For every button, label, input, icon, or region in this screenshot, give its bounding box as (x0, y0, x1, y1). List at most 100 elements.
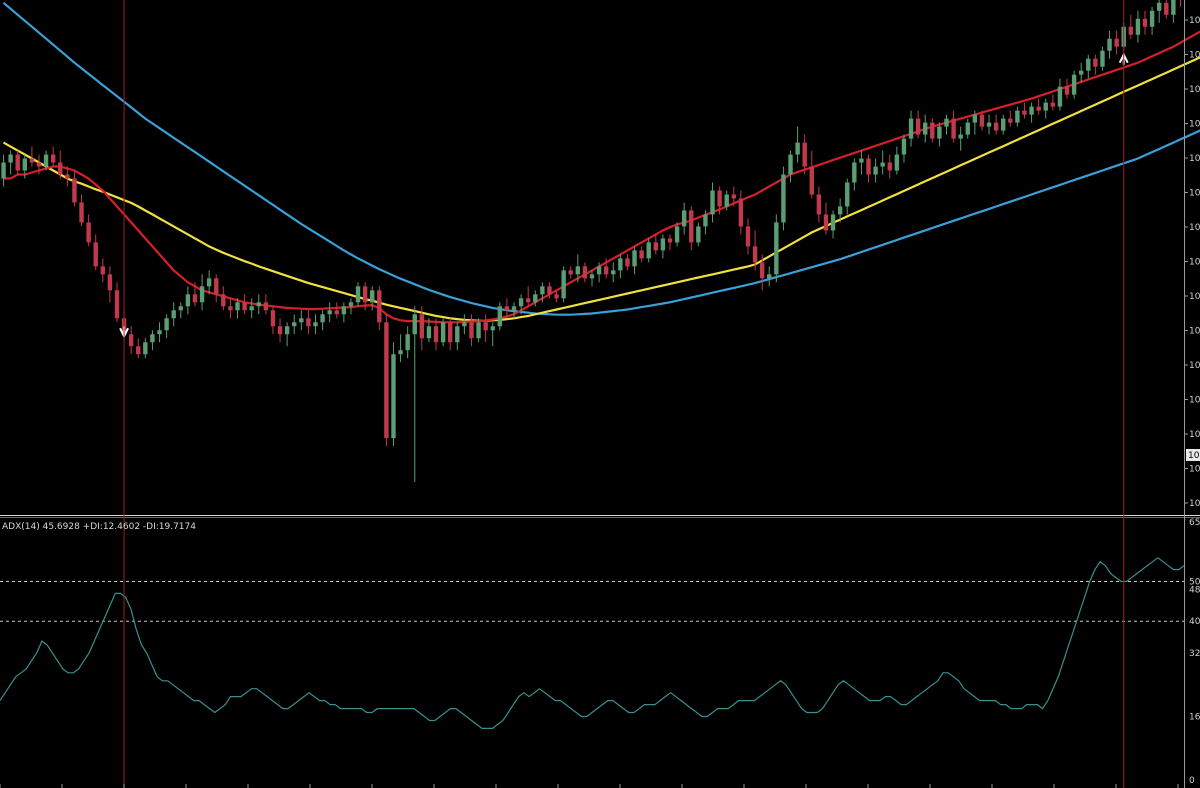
candle-body (646, 242, 651, 259)
candle-body (334, 310, 339, 315)
candle-body (221, 294, 226, 307)
candle-body (951, 118, 956, 139)
candle (1043, 98, 1048, 119)
candle (1078, 62, 1084, 83)
candle (79, 194, 84, 227)
candle-body (1036, 106, 1041, 111)
candle (164, 314, 169, 339)
candle (731, 186, 736, 207)
candle (497, 302, 503, 331)
indicator-tick-label: 48 (1189, 585, 1200, 595)
candle-body (1043, 102, 1048, 111)
price-tick-label: 10 (1189, 154, 1200, 164)
candle-body (738, 198, 744, 227)
candle (554, 290, 559, 303)
candle (8, 150, 13, 175)
candle-body (58, 162, 63, 175)
candle-body (618, 258, 623, 271)
candle (86, 214, 91, 247)
candle (185, 286, 191, 315)
candle-body (362, 286, 368, 303)
candle (50, 146, 56, 167)
candle (674, 222, 680, 247)
candle (65, 166, 70, 187)
candle-body (852, 162, 857, 183)
candle (625, 254, 630, 271)
candle-body (128, 334, 134, 347)
candle-body (625, 258, 630, 267)
candle (511, 302, 517, 319)
candle-body (703, 214, 708, 227)
candle (894, 146, 900, 175)
candle (979, 110, 985, 131)
candle-body (270, 310, 276, 327)
candle (752, 230, 758, 271)
candle (306, 310, 311, 335)
candle-body (1057, 86, 1063, 107)
candle (533, 290, 538, 307)
candle (845, 178, 850, 215)
candle (972, 110, 978, 135)
candle-body (86, 222, 91, 243)
candle (618, 254, 623, 279)
candle-body (1164, 2, 1169, 15)
candle (547, 282, 552, 299)
candle (1156, 0, 1162, 23)
price-tick-label: 10 (1189, 499, 1200, 509)
candle-body (795, 142, 800, 155)
candle-body (972, 114, 978, 123)
candle-body (575, 266, 581, 275)
candle-body (419, 314, 425, 339)
candle-body (639, 250, 644, 259)
candle-body (525, 298, 531, 303)
indicator-tick-label: 40 (1189, 617, 1200, 627)
candle-body (299, 318, 304, 323)
candle (646, 238, 651, 263)
candle-body (1156, 2, 1162, 11)
candle (596, 262, 602, 283)
candle (150, 330, 155, 351)
candle-body (1128, 26, 1134, 35)
candle (1015, 106, 1020, 127)
candle (334, 302, 339, 319)
candle (483, 314, 488, 343)
candle-body (50, 154, 56, 163)
ma-mid-line (2, 56, 1200, 322)
price-tick-label: 10 (1189, 189, 1200, 199)
candle-body (355, 286, 361, 303)
price-tick-label: 10 (1189, 327, 1200, 337)
candle-body (242, 302, 247, 311)
candle (767, 266, 772, 287)
candle-body (1114, 38, 1119, 47)
indicator-pane[interactable] (0, 556, 1185, 729)
candle-body (986, 122, 992, 127)
candle-body (469, 322, 474, 339)
candle-body (1071, 74, 1077, 95)
candle (1057, 78, 1063, 111)
candle-body (689, 210, 694, 243)
candle (561, 266, 566, 303)
candle (476, 318, 481, 343)
candle (419, 306, 425, 351)
candle (1008, 110, 1013, 127)
candle (1093, 54, 1098, 75)
candle-body (1135, 18, 1141, 35)
indicator-tick-label: 65 (1189, 518, 1200, 528)
candle (43, 150, 49, 171)
candle (504, 298, 510, 319)
candle (944, 114, 949, 135)
candle (455, 322, 460, 351)
candle-body (518, 298, 524, 307)
price-tick-label: 10 (1189, 465, 1200, 475)
candle (1164, 0, 1169, 19)
candle-body (157, 330, 162, 335)
candle-body (710, 190, 715, 215)
candle-body (845, 182, 850, 207)
candle-body (894, 154, 900, 171)
candle (490, 322, 495, 347)
candle (937, 122, 942, 147)
candle-body (15, 154, 20, 171)
price-tick-label: 10 (1189, 292, 1200, 302)
candle (745, 218, 751, 255)
